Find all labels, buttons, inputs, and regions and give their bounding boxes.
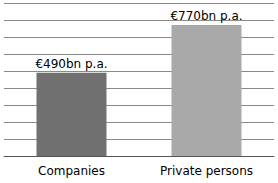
svg-text:€490bn p.a.: €490bn p.a.: [35, 57, 107, 71]
svg-text:Private persons: Private persons: [160, 164, 253, 178]
svg-text:€770bn p.a.: €770bn p.a.: [170, 9, 242, 23]
svg-text:Companies: Companies: [38, 164, 105, 178]
